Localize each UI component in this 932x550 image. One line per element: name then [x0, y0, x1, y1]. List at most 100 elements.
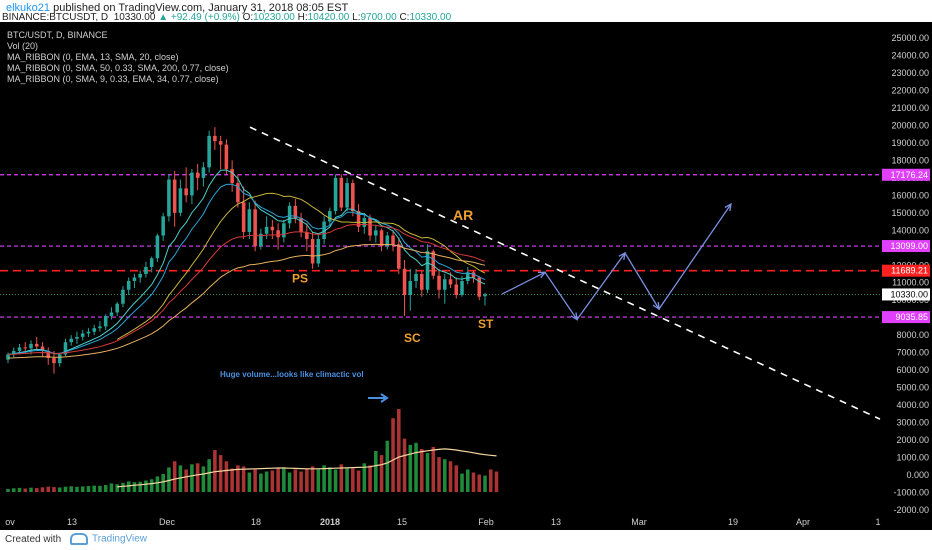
candle-body [69, 338, 73, 343]
candle-body [368, 218, 372, 236]
candle-body [448, 279, 453, 285]
candle-body [253, 209, 257, 247]
y-tick-label: 5000.00 [896, 383, 929, 393]
volume-bar [63, 486, 68, 492]
x-tick-label: Feb [478, 517, 494, 527]
x-tick-label: Apr [796, 517, 810, 527]
volume-bar [460, 473, 464, 492]
volume-bar [57, 487, 62, 492]
volume-bar [184, 469, 188, 492]
volume-bar [345, 467, 349, 492]
ma-sma-50-line [7, 243, 486, 359]
y-tick-label: 19000.00 [891, 138, 929, 148]
y-tick-label: 23000.00 [891, 68, 929, 78]
y-tick-label: 14000.00 [891, 225, 929, 235]
price-change: +92.49 (+0.9%) [170, 12, 240, 23]
x-tick-label: 13 [67, 517, 77, 527]
open-label: O: [242, 12, 254, 23]
tradingview-brand-label: TradingView [92, 533, 148, 545]
author-link[interactable]: elkuko21 [6, 2, 51, 14]
candle-body [287, 205, 292, 224]
y-tick-label: 3000.00 [896, 418, 929, 428]
volume-bar [230, 468, 234, 492]
legend-ma-ribbon-1[interactable]: MA_RIBBON (0, EMA, 13, SMA, 20, close) [7, 52, 179, 62]
volume-bar [437, 457, 441, 492]
y-tick-label: 2000.00 [896, 435, 929, 445]
volume-bar [431, 446, 436, 492]
volume-bar [259, 473, 263, 492]
y-tick-label: 15000.00 [891, 208, 929, 218]
candle-body [379, 230, 384, 247]
candle-body [144, 267, 148, 274]
volume-bar [115, 484, 119, 492]
candle-body [385, 235, 390, 247]
y-tick-label: 16000.00 [891, 190, 929, 200]
candle-body [408, 280, 413, 295]
candle-body [149, 258, 154, 268]
candle-body [241, 202, 246, 233]
volume-bar [46, 486, 51, 492]
candle-body [11, 350, 16, 355]
ma-ema-13-line [7, 183, 486, 355]
price-level-tag [882, 168, 930, 181]
candle-body [322, 221, 326, 240]
candle-body [471, 272, 476, 278]
volume-bar [201, 466, 206, 492]
legend-symbol[interactable]: BTC/USDT, D, BINANCE [7, 30, 108, 40]
y-tick-label: 4000.00 [896, 400, 929, 410]
symbol-label: BINANCE:BTCUSDT, D [2, 12, 109, 23]
legend-volume[interactable]: Vol (20) [7, 41, 39, 51]
candle-body [333, 177, 338, 212]
volume-bar [86, 486, 91, 492]
volume-bar [75, 486, 79, 492]
candle-body [86, 331, 91, 334]
price-level-label: 13099.00 [890, 241, 928, 251]
volume-bar [40, 487, 45, 492]
volume-bar [299, 471, 303, 492]
volume-bar [293, 469, 298, 492]
volume-bar [207, 459, 211, 492]
volume-bar [167, 467, 171, 492]
volume-bar [420, 448, 424, 492]
volume-bar [442, 459, 447, 492]
up-arrow-icon: ▲ [158, 12, 169, 23]
candle-body [414, 274, 418, 281]
candle-body [391, 235, 395, 245]
candle-body [425, 251, 430, 290]
volume-bar [310, 466, 315, 492]
price-level-tag [882, 288, 930, 301]
candle-body [46, 350, 51, 358]
candle-body [132, 277, 137, 281]
candle-body [109, 312, 114, 316]
volume-bar [397, 408, 401, 492]
y-tick-label: -1000.00 [893, 488, 929, 498]
candle-body [374, 230, 378, 236]
volume-bar [385, 440, 390, 492]
projection-arrowhead [537, 271, 547, 279]
candle-body [224, 144, 229, 170]
y-tick-label: 11000.00 [892, 278, 929, 288]
projection-arrowhead [724, 202, 732, 212]
candle-body [259, 233, 263, 247]
chart-area[interactable]: 25000.00 24000.00 23000.00 22000.00 21000.00… [0, 22, 932, 530]
close-value: 10330.00 [409, 12, 452, 23]
volume-bar [391, 418, 395, 492]
y-tick-label: 1000.00 [896, 453, 929, 463]
candle-body [402, 268, 407, 295]
footer: Created with TradingView [0, 530, 932, 550]
candle-body [339, 177, 344, 208]
candle-body [465, 272, 470, 281]
volume-bar [305, 468, 309, 492]
price-level-label: 10330.00 [890, 289, 928, 299]
volume-bar [6, 488, 10, 492]
volume-bar [155, 476, 160, 492]
legend-ma-ribbon-2[interactable]: MA_RIBBON (0, SMA, 50, 0.33, SMA, 200, 0… [7, 63, 229, 73]
candle-body [460, 280, 464, 295]
candle-body [270, 226, 275, 231]
tradingview-brand[interactable]: TradingView [70, 533, 147, 545]
volume-bar [448, 461, 453, 492]
chart-svg: 25000.00 24000.00 23000.00 22000.00 21000.00… [0, 33, 930, 527]
volume-bar [351, 468, 355, 492]
x-tick-label: 18 [251, 517, 261, 527]
legend-ma-ribbon-3[interactable]: MA_RIBBON (0, SMA, 9, 0.33, EMA, 34, 0.7… [7, 74, 219, 84]
